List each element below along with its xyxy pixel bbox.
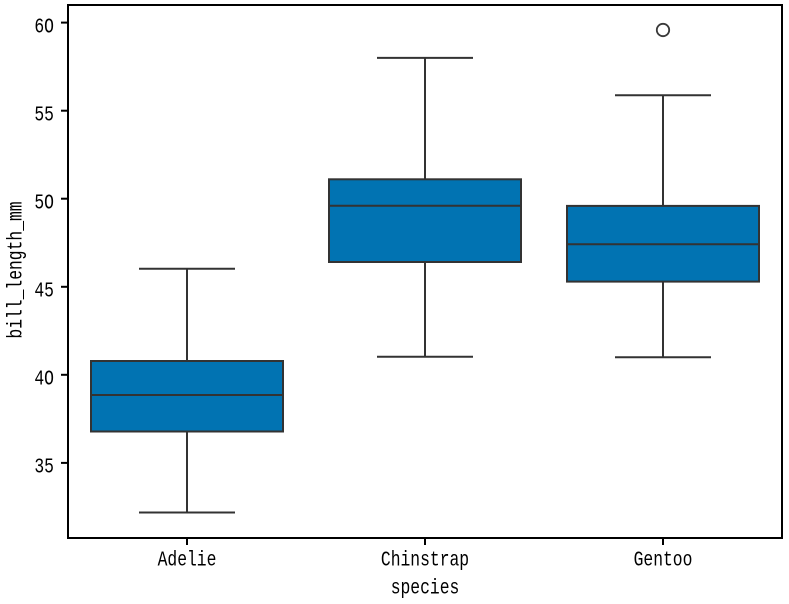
svg-text:6O: 6O: [34, 16, 54, 39]
svg-text:55: 55: [34, 104, 54, 127]
svg-text:45: 45: [34, 281, 54, 304]
svg-text:4O: 4O: [34, 369, 54, 392]
svg-text:Chinstrap: Chinstrap: [381, 550, 469, 573]
svg-text:35: 35: [34, 457, 54, 480]
svg-text:bill_length_mm: bill_length_mm: [6, 201, 29, 338]
svg-text:species: species: [391, 578, 460, 601]
svg-text:Adelie: Adelie: [158, 550, 217, 573]
svg-text:5O: 5O: [34, 192, 54, 215]
svg-text:Gentoo: Gentoo: [634, 550, 693, 573]
